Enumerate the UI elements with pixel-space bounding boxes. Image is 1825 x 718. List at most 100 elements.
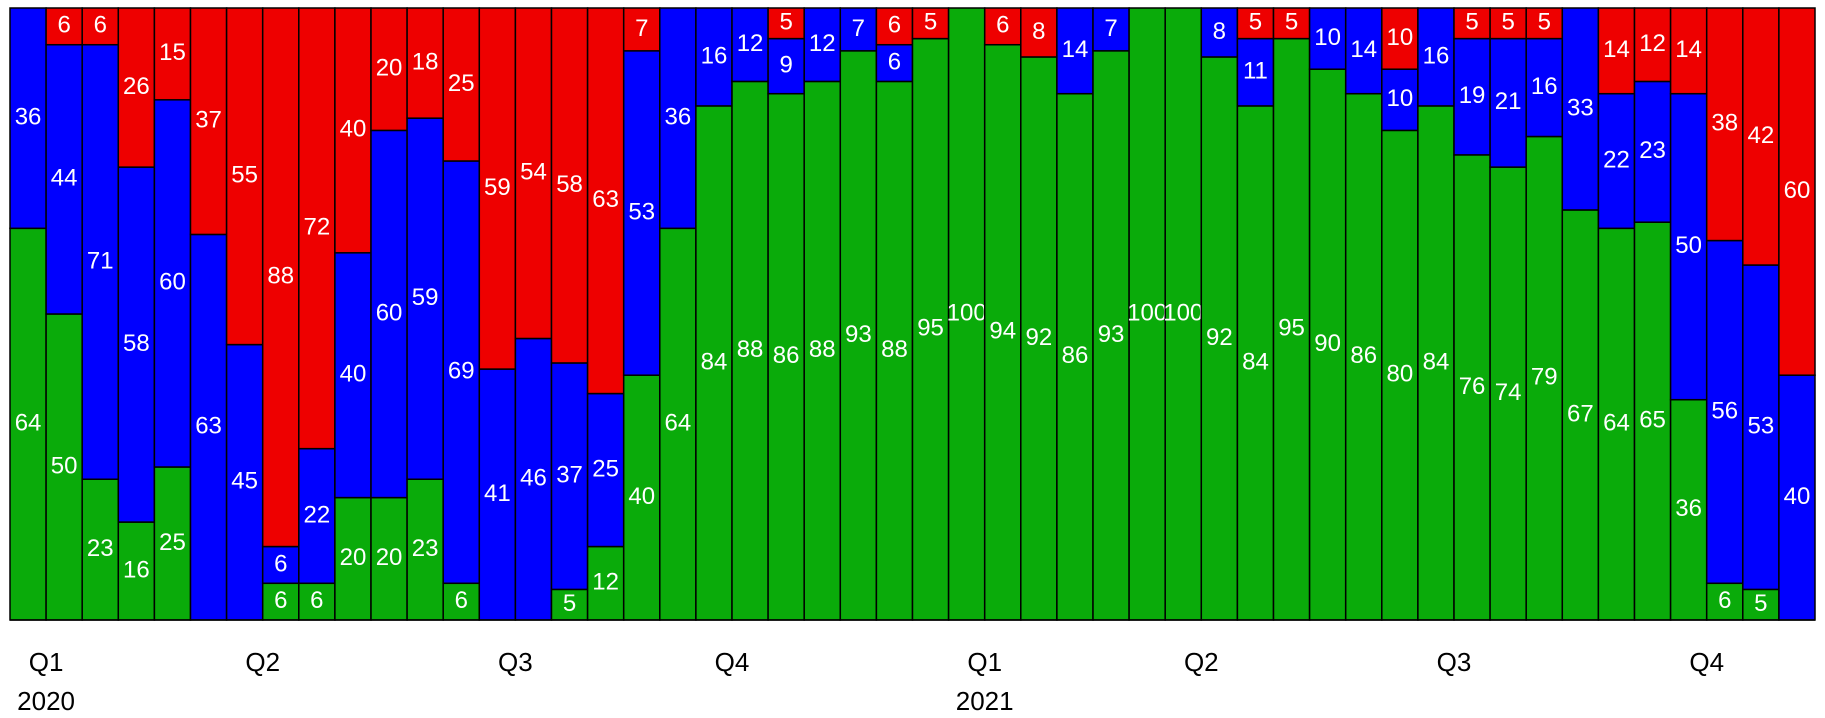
- value-label: 23: [87, 535, 114, 562]
- value-label: 5: [924, 9, 937, 36]
- bar-segment: [1597, 92, 1636, 230]
- value-label: 58: [123, 330, 150, 357]
- bar-segment: [442, 7, 481, 162]
- bar-segment: [1561, 209, 1600, 621]
- bar-segment: [261, 582, 300, 621]
- value-label: 94: [989, 318, 1016, 345]
- bar-segment: [1453, 154, 1491, 621]
- bar-segment: [731, 7, 769, 83]
- value-label: 59: [412, 284, 439, 311]
- value-label: 84: [1242, 348, 1269, 375]
- bar-segment: [1200, 56, 1239, 621]
- bar-segment: [1344, 7, 1383, 95]
- bar-segment: [983, 43, 1022, 621]
- bar-segment: [1272, 7, 1311, 40]
- value-label: 6: [310, 587, 323, 614]
- value-label: 16: [123, 556, 150, 583]
- value-label: 44: [51, 165, 78, 192]
- value-label: 69: [448, 357, 475, 384]
- value-label: 23: [1639, 137, 1666, 164]
- value-label: 6: [455, 587, 468, 614]
- x-tick-label: Q2: [1184, 647, 1219, 677]
- value-label: 6: [1718, 587, 1731, 614]
- bar-segment: [1669, 92, 1708, 401]
- x-tick-label: Q1: [29, 647, 64, 677]
- value-label: 50: [51, 452, 78, 479]
- value-label: 74: [1495, 379, 1522, 406]
- value-label: 93: [845, 321, 872, 348]
- year-label: 2020: [17, 686, 75, 716]
- value-label: 7: [852, 15, 865, 42]
- value-label: 23: [412, 535, 439, 562]
- value-label: 20: [376, 544, 403, 571]
- value-label: 86: [1062, 342, 1089, 369]
- value-label: 59: [484, 174, 511, 201]
- bar-segment: [586, 7, 625, 395]
- bar-segment: [1778, 374, 1816, 621]
- bar-segment: [1056, 7, 1094, 95]
- value-label: 18: [412, 48, 439, 75]
- value-label: 56: [1711, 397, 1738, 424]
- value-label: 21: [1495, 88, 1522, 115]
- value-label: 25: [159, 529, 186, 556]
- value-label: 5: [1465, 9, 1478, 36]
- value-label: 5: [779, 9, 792, 36]
- value-label: 7: [635, 15, 648, 42]
- value-label: 6: [57, 12, 70, 39]
- value-label: 71: [87, 247, 114, 274]
- value-label: 15: [159, 39, 186, 66]
- bar-segment: [1633, 80, 1672, 223]
- value-label: 10: [1314, 24, 1341, 51]
- bar-segment: [1344, 92, 1383, 621]
- value-label: 25: [448, 70, 475, 97]
- value-label: 64: [1603, 410, 1630, 437]
- value-label: 60: [376, 299, 403, 326]
- value-label: 20: [376, 55, 403, 82]
- bar-segment: [1489, 166, 1527, 621]
- bar-segment: [659, 227, 697, 621]
- value-label: 20: [340, 544, 367, 571]
- value-label: 10: [1386, 24, 1413, 51]
- bar-segment: [1778, 7, 1816, 376]
- value-label: 95: [917, 315, 944, 342]
- bar-segment: [622, 7, 661, 52]
- value-label: 33: [1567, 94, 1594, 121]
- value-label: 10: [1386, 85, 1413, 112]
- value-label: 80: [1386, 361, 1413, 388]
- value-label: 22: [1603, 146, 1630, 173]
- value-label: 40: [1784, 483, 1811, 510]
- bar-segment: [1742, 264, 1780, 591]
- bar-segment: [1164, 7, 1203, 621]
- value-label: 14: [1603, 36, 1630, 63]
- value-label: 8: [1032, 18, 1045, 45]
- value-label: 76: [1459, 373, 1486, 400]
- bar-segment: [1633, 7, 1672, 83]
- bar-segment: [586, 392, 625, 548]
- value-label: 46: [520, 465, 547, 492]
- bar-segment: [803, 7, 842, 83]
- bar-segment: [514, 7, 553, 340]
- value-label: 16: [701, 42, 728, 69]
- year-label: 2021: [956, 686, 1014, 716]
- bar-segment: [1272, 37, 1311, 621]
- value-label: 90: [1314, 330, 1341, 357]
- bar-segment: [550, 362, 589, 591]
- bar-segment: [334, 7, 372, 254]
- bar-segment: [1381, 68, 1419, 132]
- value-label: 40: [340, 116, 367, 143]
- bar-segment: [622, 374, 661, 621]
- value-label: 72: [303, 214, 330, 241]
- value-label: 38: [1711, 110, 1738, 137]
- value-label: 53: [628, 198, 655, 225]
- bar-segment: [117, 166, 156, 523]
- value-label: 60: [1784, 177, 1811, 204]
- value-label: 45: [231, 468, 258, 495]
- bar-segment: [695, 7, 733, 107]
- bar-segment: [1453, 37, 1491, 156]
- bar-segment: [478, 7, 517, 370]
- value-label: 37: [556, 462, 583, 489]
- bar-segment: [911, 37, 950, 621]
- value-label: 93: [1098, 321, 1125, 348]
- bar-segment: [225, 7, 264, 346]
